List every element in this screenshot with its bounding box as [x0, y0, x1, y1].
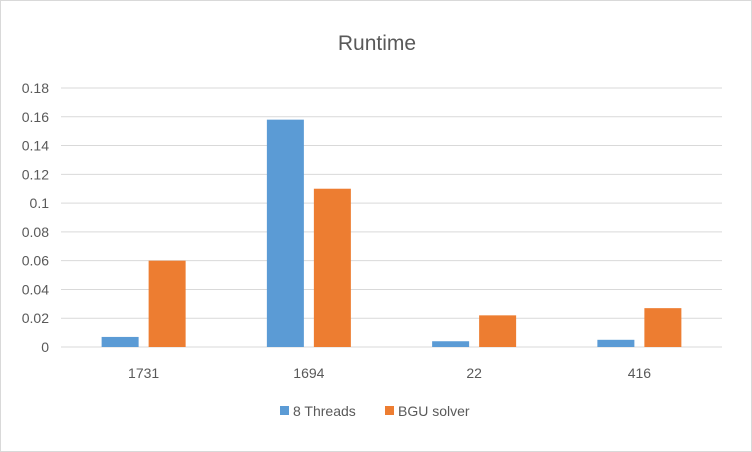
bar-8-threads-22 [432, 341, 470, 347]
y-tick-label: 0.18 [22, 80, 49, 96]
y-tick-label: 0.16 [22, 109, 49, 125]
x-tick-label: 1694 [293, 365, 324, 381]
bar-8-threads-1694 [266, 119, 304, 348]
x-tick-label: 22 [466, 365, 482, 381]
y-tick-label: 0.14 [22, 138, 49, 154]
legend-swatch [280, 406, 289, 415]
bar-bgu-solver-1731 [148, 260, 186, 347]
legend-label: BGU solver [398, 403, 470, 419]
y-tick-label: 0.02 [22, 310, 49, 326]
x-tick-label: 416 [628, 365, 652, 381]
bar-bgu-solver-22 [479, 315, 517, 347]
legend-label: 8 Threads [293, 403, 356, 419]
legend-swatch [385, 406, 394, 415]
y-tick-label: 0.08 [22, 224, 49, 240]
y-tick-label: 0.06 [22, 253, 49, 269]
y-tick-label: 0 [41, 339, 49, 355]
chart-title: Runtime [338, 32, 416, 55]
x-tick-label: 1731 [128, 365, 159, 381]
bar-8-threads-1731 [101, 336, 139, 347]
bar-8-threads-416 [597, 339, 635, 347]
bar-bgu-solver-1694 [313, 188, 351, 347]
legend: 8 Threads BGU solver [280, 403, 470, 419]
bars [101, 119, 682, 348]
y-tick-label: 0.04 [22, 281, 49, 297]
y-axis-ticks: 0 0.02 0.04 0.06 0.08 0.1 0.12 0.14 0.16 0.18 [22, 80, 49, 355]
x-axis-ticks: 1731 1694 22 416 [128, 365, 651, 381]
bar-bgu-solver-416 [644, 308, 682, 347]
y-tick-label: 0.1 [30, 195, 50, 211]
y-tick-label: 0.12 [22, 166, 49, 182]
